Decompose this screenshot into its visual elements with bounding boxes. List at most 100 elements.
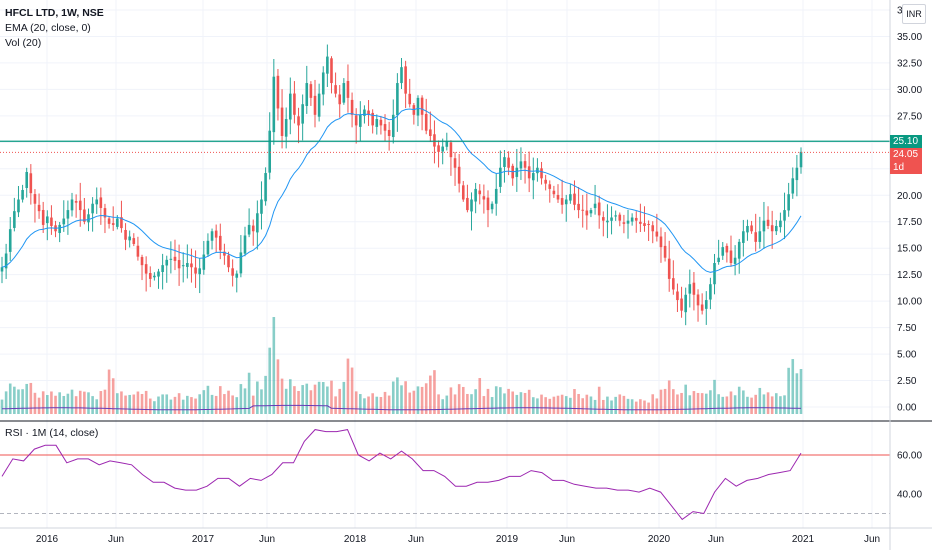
chart-legend: HFCL LTD, 1W, NSE EMA (20, close, 0) Vol… [5, 6, 104, 51]
candle-body [589, 210, 593, 214]
candle-body [177, 260, 181, 269]
candle-body [602, 217, 605, 221]
candle-body [321, 72, 325, 95]
price-tick-label: 10.00 [897, 297, 922, 308]
candle-body [655, 231, 659, 237]
volume-bar [499, 387, 502, 414]
candle-body [560, 198, 564, 205]
rsi-legend[interactable]: RSI · 1M (14, close) [5, 427, 99, 439]
volume-bar [46, 395, 49, 414]
volume-bar [363, 398, 366, 414]
candle-body [614, 215, 617, 217]
volume-bar [602, 399, 605, 414]
x-tick-label: Jun [708, 534, 724, 545]
volume-bar [667, 380, 671, 414]
candle-body [684, 294, 687, 313]
candle-body [8, 229, 12, 252]
candle-body [651, 225, 655, 232]
candle-body [206, 240, 210, 255]
volume-bar [663, 388, 667, 414]
candle-body [99, 197, 103, 208]
candle-body [680, 298, 683, 311]
volume-bar [746, 396, 749, 414]
candle-body [770, 225, 774, 232]
price-tick-label: 35.00 [897, 32, 922, 43]
x-tick-label: Jun [864, 534, 880, 545]
candle-body [25, 171, 29, 188]
volume-bar [66, 393, 70, 414]
volume-bar [412, 390, 416, 414]
candle-body [676, 291, 679, 301]
volume-bar [177, 393, 181, 414]
volume-bar [515, 394, 519, 414]
candle-body [128, 236, 131, 241]
volume-bar [754, 394, 757, 414]
candle-body [29, 173, 33, 194]
price-tick-label: 27.50 [897, 111, 922, 122]
candle-body [787, 194, 790, 211]
volume-bar [383, 391, 387, 414]
volume-bar [17, 389, 20, 414]
volume-bar [379, 397, 383, 414]
candle-body [569, 194, 572, 201]
x-tick-label: 2020 [648, 534, 671, 545]
volume-bar [305, 383, 309, 414]
candle-body [305, 83, 309, 106]
volume-bar [684, 384, 687, 414]
candle-body [659, 236, 663, 248]
candle-body [548, 184, 552, 189]
candle-body [494, 188, 498, 204]
volume-bar [338, 388, 342, 414]
volume-bar [70, 389, 74, 414]
volume-bar [334, 396, 337, 414]
volume-bar [404, 381, 407, 414]
candle-body [256, 213, 259, 233]
volume-ma-line [1, 404, 802, 411]
candle-body [527, 166, 531, 179]
volume-bar [227, 390, 230, 414]
candle-body [140, 257, 144, 266]
volume-bar [165, 394, 169, 414]
volume-bar [8, 383, 12, 414]
volume-bar [136, 391, 140, 414]
countdown-tag: 1d 17h [890, 161, 922, 186]
candle-body [639, 221, 642, 224]
candle-body [62, 218, 66, 225]
ema-legend[interactable]: EMA (20, close, 0) [5, 22, 91, 34]
volume-bar [330, 380, 333, 414]
candle-body [136, 245, 140, 257]
volume-bar [486, 388, 490, 414]
candle-body [420, 97, 424, 115]
volume-bar [585, 394, 589, 414]
candle-body [297, 116, 300, 126]
candle-body [416, 97, 420, 116]
candle-body [441, 146, 444, 152]
volume-bar [313, 384, 317, 414]
candle-body [704, 300, 708, 309]
candle-body [725, 245, 729, 253]
volume-bar [120, 391, 123, 414]
volume-bar [288, 379, 292, 414]
volume-legend[interactable]: Vol (20) [5, 37, 42, 49]
volume-bar [78, 390, 82, 414]
volume-bar [95, 399, 99, 414]
candle-body [288, 93, 292, 120]
currency-button[interactable]: INR [902, 4, 926, 24]
candle-body [120, 217, 123, 229]
volume-bar [132, 394, 136, 414]
volume-bar [309, 390, 313, 414]
candle-body [243, 235, 247, 254]
symbol-title[interactable]: HFCL LTD, 1W, NSE [5, 7, 104, 19]
candle-body [165, 259, 169, 266]
volume-bar [556, 395, 560, 414]
horizontal-level-line[interactable] [0, 140, 890, 153]
candle-body [338, 94, 342, 105]
volume-bar [634, 401, 638, 414]
candle-body [466, 197, 469, 211]
candle-body [449, 142, 453, 158]
candle-body [396, 83, 399, 116]
volume-bar [29, 382, 33, 414]
candle-body [383, 124, 387, 131]
volume-bar [235, 397, 239, 414]
